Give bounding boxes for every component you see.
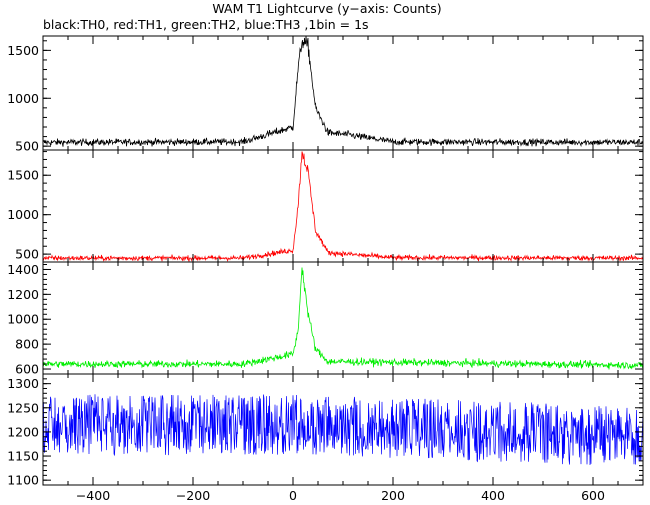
series-line-th0 — [43, 36, 643, 148]
series-line-th1 — [43, 151, 643, 262]
y-tick-label: 1200 — [7, 287, 39, 302]
panel-frame — [42, 261, 644, 375]
panel-frame — [42, 149, 644, 263]
x-tick-label: 0 — [289, 488, 297, 503]
y-tick-label: 1000 — [7, 312, 39, 327]
y-tick-label: 1300 — [7, 376, 39, 391]
y-tick-label: 800 — [15, 337, 39, 352]
series-line-th3 — [43, 394, 643, 465]
panel-th3: 1100 1150 1200 1250 1300 — [7, 373, 644, 488]
y-tick-label: 1000 — [7, 207, 39, 222]
panel-th0: 500 1000 1500 — [7, 35, 644, 154]
panel-frame — [42, 35, 644, 151]
y-tick-label: 1500 — [7, 43, 39, 58]
y-tick-label: 1200 — [7, 424, 39, 439]
y-tick-label: 1000 — [7, 91, 39, 106]
x-tick-label: 200 — [381, 488, 405, 503]
x-tick-label: 600 — [581, 488, 605, 503]
series-line-th2 — [43, 267, 643, 370]
y-tick-label: 1150 — [7, 449, 39, 464]
y-tick-label: 500 — [15, 247, 39, 262]
x-tick-label: 400 — [481, 488, 505, 503]
x-tick-label: −400 — [76, 488, 110, 503]
x-tick-label: −200 — [176, 488, 210, 503]
y-tick-label: 500 — [15, 139, 39, 154]
y-tick-label: 600 — [15, 362, 39, 377]
y-tick-label: 1100 — [7, 473, 39, 488]
chart-subtitle: black:TH0, red:TH1, green:TH2, blue:TH3 … — [43, 17, 369, 32]
y-tick-label: 1400 — [7, 262, 39, 277]
y-tick-label: 1250 — [7, 400, 39, 415]
panel-th1: 500 1000 1500 — [7, 149, 644, 263]
panels-group: 500 1000 1500 500 1000 1500 600 800 1000 1200 1400… — [7, 35, 644, 488]
x-axis: −400 −200 0 200 400 600 — [76, 488, 605, 503]
panel-th2: 600 800 1000 1200 1400 — [7, 261, 644, 377]
chart-title: WAM T1 Lightcurve (y−axis: Counts) — [212, 1, 441, 16]
y-tick-label: 1500 — [7, 168, 39, 183]
